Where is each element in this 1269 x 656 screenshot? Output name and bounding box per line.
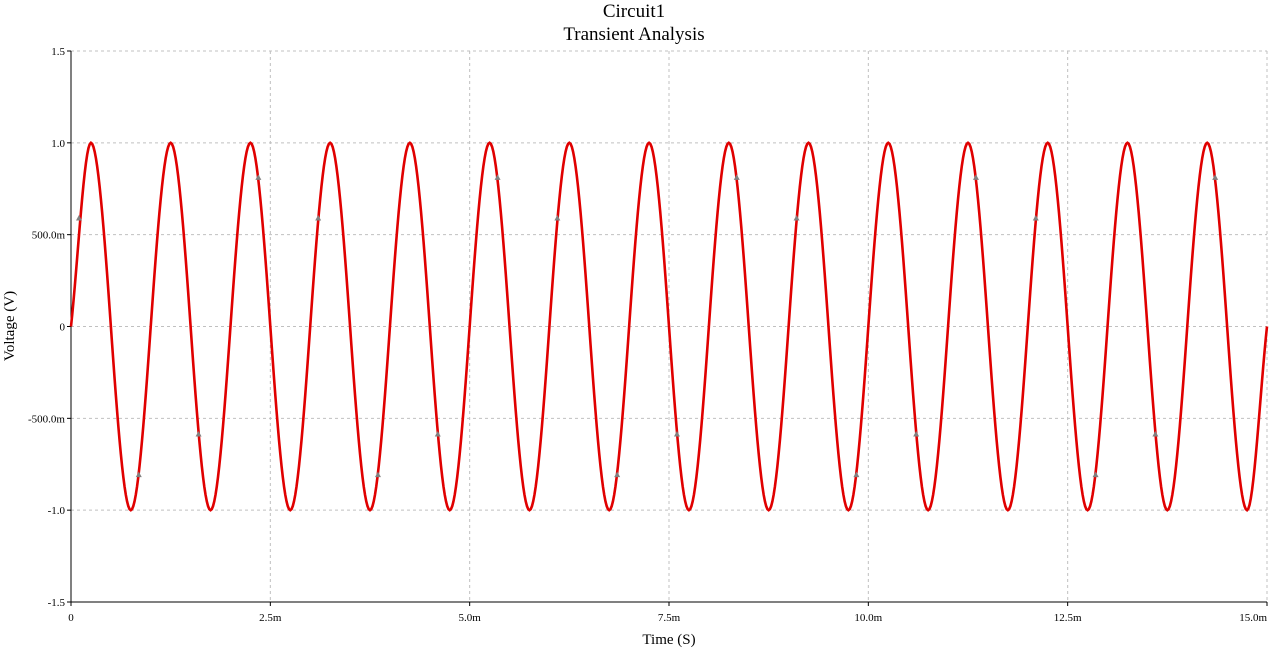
series-marker <box>1032 215 1039 221</box>
x-tick-label: 12.5m <box>1054 612 1082 624</box>
series-marker <box>195 430 202 437</box>
x-tick-label: 10.0m <box>854 612 882 624</box>
y-tick-label: -500.0m <box>28 413 65 425</box>
chart-title: Circuit1 <box>603 1 665 22</box>
series-marker <box>1212 174 1219 180</box>
series-line <box>69 141 1269 512</box>
series-marker <box>75 215 82 221</box>
y-tick-label: 1.5 <box>51 46 65 58</box>
y-tick-label: -1.5 <box>48 597 66 609</box>
x-tick-label: 2.5m <box>259 612 282 624</box>
series-marker <box>1092 471 1099 478</box>
series-marker <box>494 174 501 180</box>
series-marker <box>135 471 142 478</box>
series-marker <box>614 471 621 478</box>
y-axis-ticks: -1.5 -1.0 -500.0m 0 500.0m 1.0 1.5 <box>28 46 71 609</box>
y-tick-label: -1.0 <box>48 505 66 517</box>
series-marker <box>374 471 381 478</box>
series-marker <box>255 174 262 180</box>
series-marker <box>315 215 322 221</box>
x-tick-label: 7.5m <box>658 612 681 624</box>
y-tick-label: 1.0 <box>51 138 65 150</box>
series-marker <box>673 430 680 437</box>
series-marker <box>1152 430 1159 437</box>
y-tick-label: 0 <box>60 322 66 334</box>
series-marker <box>853 471 860 478</box>
x-tick-label: 0 <box>68 612 74 624</box>
y-tick-label: 500.0m <box>32 230 66 242</box>
x-tick-label: 5.0m <box>459 612 482 624</box>
series-marker <box>733 174 740 180</box>
series-marker <box>913 430 920 437</box>
x-tick-label: 15.0m <box>1239 612 1267 624</box>
series-group <box>69 141 1269 512</box>
series-marker <box>972 174 979 180</box>
x-axis-ticks: 0 2.5m 5.0m 7.5m 10.0m 12.5m 15.0m <box>68 602 1268 624</box>
series-marker <box>554 215 561 221</box>
y-axis-title: Voltage (V) <box>2 291 18 361</box>
chart-subtitle: Transient Analysis <box>563 24 704 45</box>
series-marker <box>793 215 800 221</box>
x-axis-title: Time (S) <box>642 632 695 648</box>
series-marker <box>434 430 441 437</box>
